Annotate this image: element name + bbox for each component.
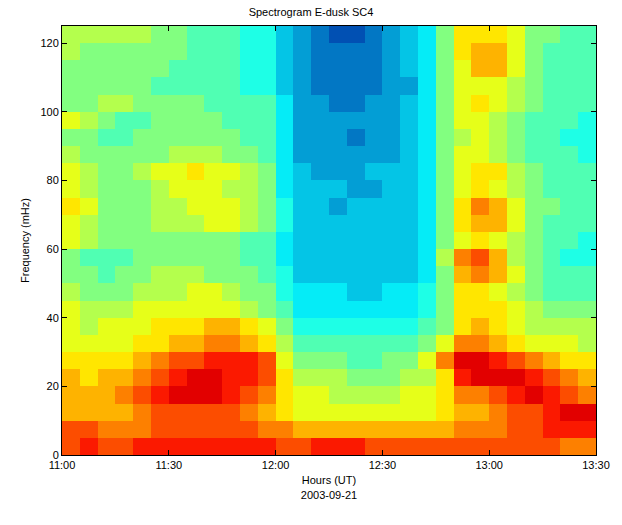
svg-text:Frequency (mHz): Frequency (mHz) [19, 198, 31, 283]
svg-text:Spectrogram E-dusk SC4: Spectrogram E-dusk SC4 [249, 6, 374, 18]
svg-text:40: 40 [47, 312, 59, 324]
svg-text:0: 0 [53, 449, 59, 461]
svg-text:12:00: 12:00 [262, 459, 290, 471]
svg-text:120: 120 [40, 37, 58, 49]
svg-text:100: 100 [40, 106, 58, 118]
svg-text:13:00: 13:00 [475, 459, 503, 471]
svg-text:12:30: 12:30 [369, 459, 397, 471]
svg-text:11:30: 11:30 [155, 459, 182, 471]
svg-text:13:30: 13:30 [582, 459, 610, 471]
svg-text:60: 60 [47, 243, 59, 255]
svg-text:Hours (UT)2003-09-21: Hours (UT)2003-09-21 [301, 474, 357, 500]
svg-text:20: 20 [47, 380, 59, 392]
svg-text:80: 80 [47, 174, 59, 186]
svg-text:11:00: 11:00 [49, 459, 76, 471]
